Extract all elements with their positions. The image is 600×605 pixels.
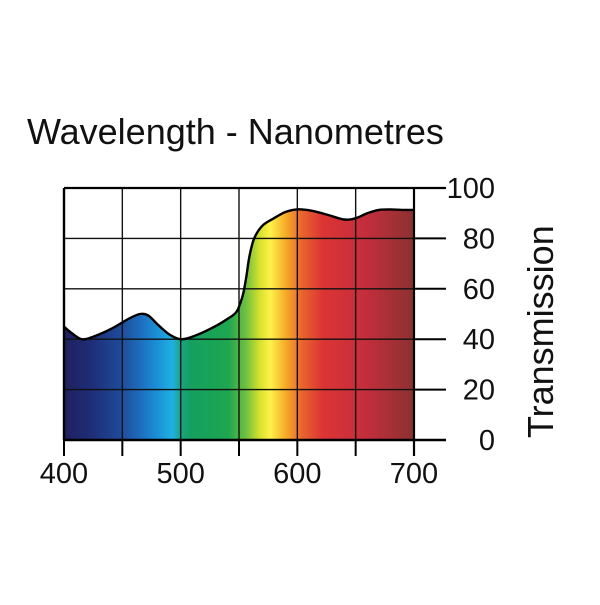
chart-title: Wavelength - Nanometres (27, 111, 444, 152)
x-tick-label-500: 500 (156, 458, 204, 490)
y-tick-label-40: 40 (463, 324, 495, 356)
y-axis-ticks: 0 20 40 60 80 100 (414, 173, 495, 457)
y-tick-label-60: 60 (463, 274, 495, 306)
grid-layer (64, 188, 414, 440)
y-tick-label-100: 100 (447, 173, 495, 205)
y-tick-label-20: 20 (463, 375, 495, 407)
x-tick-label-400: 400 (40, 458, 88, 490)
x-axis-ticks: 400 500 600 700 (40, 440, 438, 490)
y-axis-label: Transmission (520, 225, 561, 438)
x-tick-label-700: 700 (390, 458, 438, 490)
y-tick-label-0: 0 (479, 425, 495, 457)
y-tick-label-80: 80 (463, 223, 495, 255)
x-tick-label-600: 600 (273, 458, 321, 490)
transmission-line (63, 208, 415, 341)
line-layer (63, 208, 415, 341)
plot-frame (62, 186, 446, 456)
